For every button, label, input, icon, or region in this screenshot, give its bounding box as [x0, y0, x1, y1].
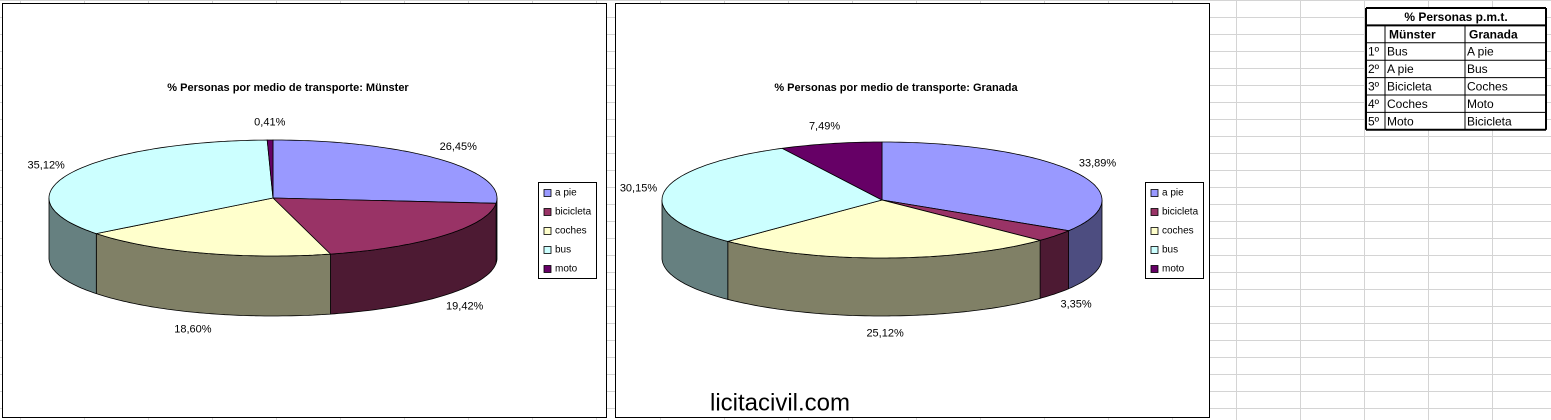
data-label: 30,15%: [620, 182, 658, 194]
watermark: licitacivil.com: [710, 389, 850, 416]
slice: [726, 199, 1042, 259]
data-label: 0,41%: [254, 117, 285, 129]
legend-swatch: [543, 189, 552, 197]
table-cell: 5º: [1368, 114, 1380, 128]
data-label: 19,42%: [446, 301, 484, 313]
legend-swatch: [1150, 246, 1159, 254]
data-label: 26,45%: [440, 141, 478, 153]
legend-swatch: [543, 208, 552, 216]
chart-title: % Personas por medio de transporte: Gran…: [774, 82, 1018, 94]
table-cell: 4º: [1368, 97, 1380, 111]
legend-label: bus: [555, 245, 571, 256]
table-header: Granada: [1469, 27, 1518, 41]
data-label: 25,12%: [866, 327, 904, 339]
legend-swatch: [1150, 208, 1159, 216]
table-cell: Coches: [1387, 97, 1428, 111]
table-bg: [1366, 8, 1546, 130]
legend-swatch: [543, 246, 552, 254]
slice-side: [1039, 230, 1069, 299]
table-title: % Personas p.m.t.: [1404, 10, 1507, 24]
slice: [780, 141, 883, 201]
table-cell: Moto: [1387, 114, 1414, 128]
table-cell: 3º: [1368, 79, 1380, 93]
table-header: Münster: [1389, 27, 1436, 41]
legend-label: moto: [1162, 264, 1185, 275]
slice: [94, 197, 332, 257]
slice: [271, 197, 497, 255]
legend-swatch: [1150, 189, 1159, 197]
table-cell: Bus: [1387, 45, 1408, 59]
legend-swatch: [1150, 227, 1159, 235]
slice: [881, 141, 1103, 232]
table-cell: Moto: [1467, 97, 1494, 111]
chart-title: % Personas por medio de transporte: Müns…: [167, 82, 409, 94]
legend-label: bus: [1162, 245, 1178, 256]
legend-swatch: [1150, 265, 1159, 273]
legend-swatch: [543, 227, 552, 235]
legend-label: bicicleta: [1162, 207, 1199, 218]
data-label: 33,89%: [1079, 157, 1117, 169]
legend-label: coches: [555, 226, 587, 237]
slice: [48, 139, 274, 235]
slice: [272, 139, 498, 204]
slice: [266, 139, 274, 199]
data-label: 35,12%: [28, 160, 66, 172]
table-cell: Bus: [1467, 62, 1488, 76]
table-cell: 2º: [1368, 62, 1380, 76]
table-cell: A pie: [1387, 62, 1414, 76]
data-label: 3,35%: [1060, 298, 1091, 310]
legend-label: coches: [1162, 226, 1194, 237]
legend-swatch: [543, 265, 552, 273]
legend-label: a pie: [555, 188, 577, 199]
table-cell: A pie: [1467, 45, 1494, 59]
table-cell: Coches: [1467, 79, 1508, 93]
slice: [881, 199, 1071, 241]
table-cell: 1º: [1368, 45, 1380, 59]
legend-label: moto: [555, 264, 578, 275]
data-label: 18,60%: [174, 323, 212, 335]
legend-label: bicicleta: [555, 207, 592, 218]
table-cell: Bicicleta: [1387, 79, 1432, 93]
table-cell: Bicicleta: [1467, 114, 1512, 128]
data-label: 7,49%: [809, 121, 840, 133]
legend-label: a pie: [1162, 188, 1184, 199]
